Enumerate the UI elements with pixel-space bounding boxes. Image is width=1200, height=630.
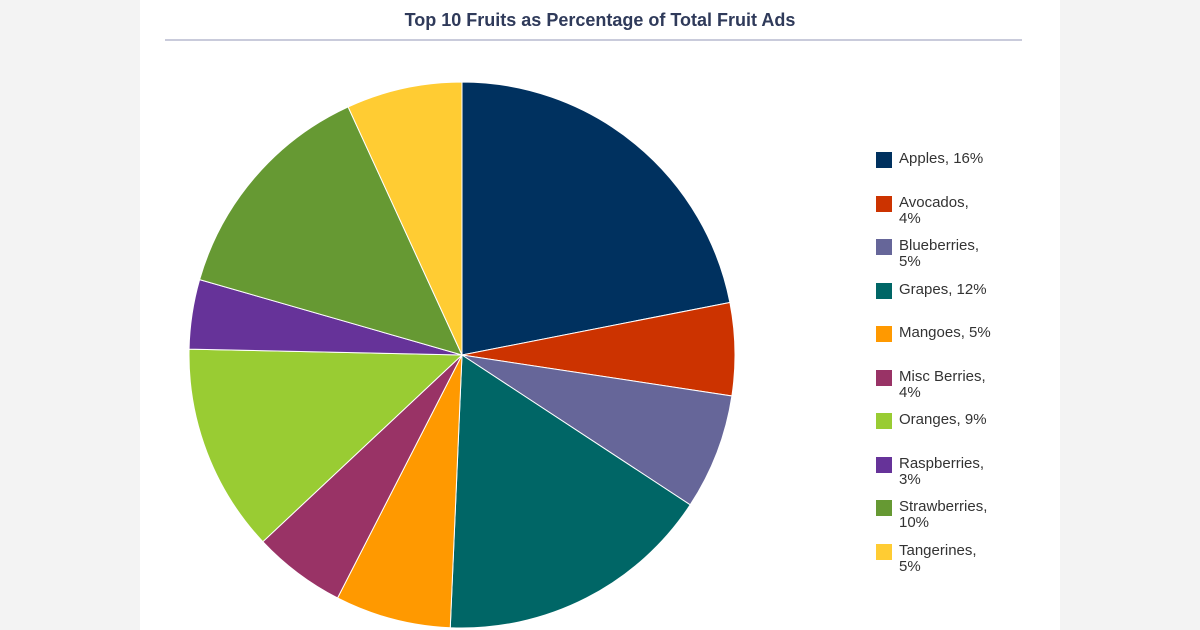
legend-swatch xyxy=(876,456,892,473)
legend-label: Grapes, 12% xyxy=(899,280,987,298)
legend-item: Tangerines, 5% xyxy=(876,541,977,575)
chart-title: Top 10 Fruits as Percentage of Total Fru… xyxy=(404,10,796,30)
legend-swatch xyxy=(876,369,892,386)
pie-slice xyxy=(188,348,464,543)
legend-item: Avocados, 4% xyxy=(876,193,969,227)
legend-swatch xyxy=(876,413,892,429)
title-rule xyxy=(165,39,1022,41)
legend-swatch xyxy=(876,282,892,299)
legend-swatch xyxy=(876,152,892,168)
legend-item: Blueberries, 5% xyxy=(876,238,979,270)
legend-label: Misc Berries, 4% xyxy=(899,367,986,401)
legend-item: Mangoes, 5% xyxy=(876,325,991,342)
legend-swatch xyxy=(876,326,892,342)
legend-label: Mangoes, 5% xyxy=(899,324,991,341)
pie-slice xyxy=(461,354,733,506)
legend-label: Avocados, 4% xyxy=(899,193,969,227)
pie-slice xyxy=(449,354,691,629)
pie-slice xyxy=(198,106,463,356)
legend-item: Raspberries, 3% xyxy=(876,454,985,488)
legend-label: Strawberries, 10% xyxy=(899,498,988,531)
legend-swatch xyxy=(876,195,892,212)
legend-item: Misc Berries, 4% xyxy=(876,367,986,401)
legend-label: Apples, 16% xyxy=(899,150,984,167)
legend-item: Oranges, 9% xyxy=(876,412,987,429)
pie-slice xyxy=(461,81,731,356)
legend-label: Oranges, 9% xyxy=(899,411,987,428)
legend-label: Tangerines, 5% xyxy=(899,541,977,575)
legend-swatch xyxy=(876,543,892,560)
legend-swatch xyxy=(876,239,892,255)
legend-label: Blueberries, 5% xyxy=(899,237,980,270)
legend-label: Raspberries, 3% xyxy=(899,454,985,488)
legend-item: Apples, 16% xyxy=(876,151,983,168)
legend-item: Strawberries, 10% xyxy=(876,499,987,531)
legend-swatch xyxy=(876,500,892,516)
pie-slice xyxy=(347,81,463,356)
pie-slice xyxy=(336,354,463,629)
legend-item: Grapes, 12% xyxy=(876,280,987,299)
